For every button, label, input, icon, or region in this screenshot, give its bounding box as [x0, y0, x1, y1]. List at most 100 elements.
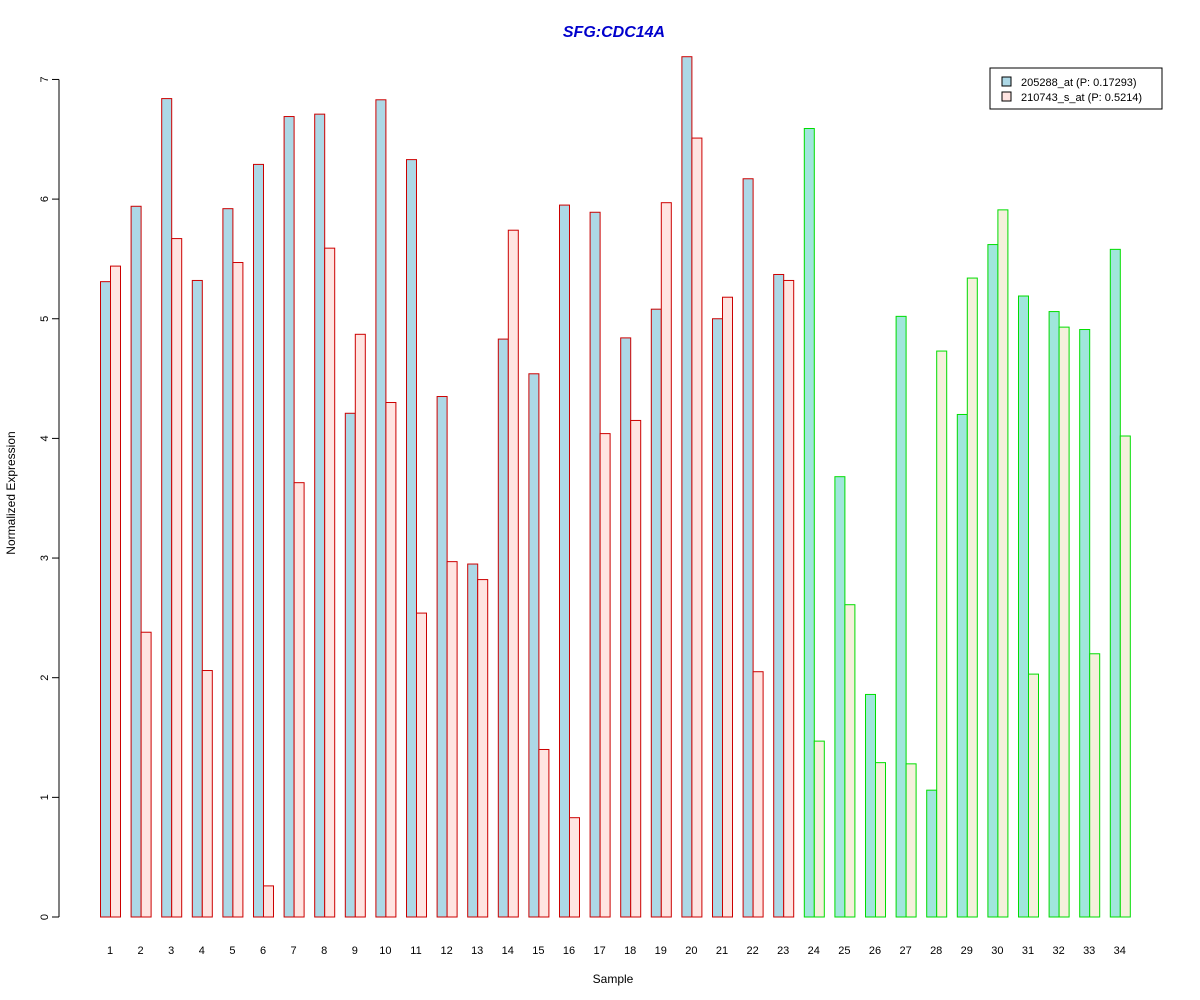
bar-sample-33-series-2: [1089, 653, 1101, 918]
bar-sample-19-series-1: [650, 308, 662, 918]
x-tick-label-34: 34: [1114, 945, 1126, 957]
bar-sample-6-series-1: [253, 163, 264, 918]
bar-sample-6-series-2: [263, 885, 274, 918]
bar-sample-3-series-1: [161, 98, 173, 918]
bar-sample-11-series-1: [406, 159, 417, 918]
bar-sample-30-series-1: [987, 244, 999, 918]
bar-sample-14-series-2: [507, 229, 519, 918]
x-tick-label-18: 18: [624, 945, 636, 957]
bar-sample-32-series-2: [1058, 326, 1070, 918]
bar-sample-25-series-1: [834, 476, 846, 918]
x-tick-label-13: 13: [471, 945, 483, 957]
bar-sample-8-series-2: [324, 247, 336, 918]
x-tick-label-19: 19: [655, 945, 667, 957]
legend: 205288_at (P: 0.17293) 210743_s_at (P: 0…: [989, 67, 1163, 110]
x-tick-label-27: 27: [899, 945, 911, 957]
bar-sample-28-series-2: [936, 350, 948, 918]
x-tick-label-5: 5: [229, 945, 235, 957]
bar-sample-24-series-2: [813, 740, 825, 918]
bar-sample-12-series-2: [446, 561, 458, 918]
y-axis: 0 1 2 3 4 5 6 7: [39, 76, 60, 920]
bar-sample-18-series-1: [620, 337, 632, 918]
y-tick-label-1: 1: [39, 794, 51, 800]
bar-sample-31-series-2: [1028, 673, 1039, 918]
bar-sample-22-series-2: [752, 671, 764, 918]
bar-sample-24-series-1: [803, 128, 815, 918]
bar-sample-17-series-1: [589, 211, 601, 918]
bar-sample-12-series-1: [436, 396, 448, 918]
x-tick-label-16: 16: [563, 945, 575, 957]
bar-sample-5-series-1: [222, 208, 234, 918]
bar-sample-14-series-1: [497, 338, 509, 918]
x-tick-label-1: 1: [107, 945, 113, 957]
x-tick-label-28: 28: [930, 945, 942, 957]
chart-title: SFG:CDC14A: [563, 24, 665, 41]
bar-sample-23-series-2: [783, 279, 795, 918]
bar-sample-15-series-2: [538, 748, 550, 918]
legend-box: [989, 67, 1163, 110]
x-tick-label-8: 8: [321, 945, 327, 957]
bar-sample-16-series-2: [569, 817, 580, 918]
bar-sample-13-series-2: [477, 579, 489, 918]
bar-sample-20-series-2: [691, 137, 703, 918]
bar-sample-2-series-2: [140, 631, 152, 918]
bar-sample-34-series-2: [1119, 435, 1131, 918]
bar-sample-15-series-1: [528, 373, 540, 918]
y-tick-label-2: 2: [39, 675, 51, 681]
x-tick-label-4: 4: [199, 945, 205, 957]
y-tick-label-5: 5: [39, 316, 51, 322]
x-tick-label-7: 7: [291, 945, 297, 957]
bar-sample-25-series-2: [844, 604, 856, 918]
x-tick-label-26: 26: [869, 945, 881, 957]
legend-swatch-series-1: [1001, 76, 1012, 87]
x-tick-label-12: 12: [440, 945, 452, 957]
bar-sample-9-series-1: [344, 412, 356, 918]
bar-sample-34-series-1: [1109, 248, 1121, 918]
x-tick-label-22: 22: [746, 945, 758, 957]
x-tick-label-31: 31: [1022, 945, 1034, 957]
bar-sample-31-series-1: [1018, 295, 1029, 918]
bar-sample-23-series-1: [773, 273, 785, 918]
bar-sample-32-series-1: [1048, 311, 1060, 918]
x-tick-label-14: 14: [502, 945, 514, 957]
x-tick-label-25: 25: [838, 945, 850, 957]
bar-sample-27-series-1: [895, 315, 907, 918]
x-tick-label-11: 11: [410, 945, 421, 957]
x-tick-label-24: 24: [808, 945, 820, 957]
x-axis-label: Sample: [593, 972, 634, 986]
legend-label-series-2: 210743_s_at (P: 0.5214): [1021, 92, 1142, 104]
legend-label-series-1: 205288_at (P: 0.17293): [1021, 77, 1137, 89]
legend-swatch-series-2: [1001, 91, 1012, 102]
y-tick-label-7: 7: [39, 76, 51, 82]
y-tick-label-4: 4: [39, 435, 51, 441]
x-tick-label-23: 23: [777, 945, 789, 957]
bar-sample-27-series-2: [905, 763, 917, 918]
bar-sample-7-series-2: [293, 482, 305, 918]
x-tick-label-30: 30: [991, 945, 1003, 957]
bar-sample-30-series-2: [997, 209, 1009, 918]
x-tick-label-6: 6: [260, 945, 266, 957]
bar-sample-3-series-2: [171, 238, 183, 918]
bar-sample-21-series-2: [722, 296, 733, 918]
bar-sample-5-series-2: [232, 262, 244, 918]
bar-sample-20-series-1: [681, 56, 693, 918]
bar-sample-8-series-1: [314, 113, 326, 918]
bar-sample-22-series-1: [742, 178, 754, 918]
bar-sample-19-series-2: [660, 202, 672, 918]
x-tick-label-21: 21: [716, 945, 728, 957]
x-tick-label-3: 3: [168, 945, 174, 957]
bar-sample-7-series-1: [283, 116, 295, 918]
y-tick-label-0: 0: [39, 914, 51, 920]
bar-sample-16-series-1: [559, 204, 570, 918]
x-tick-label-9: 9: [352, 945, 358, 957]
bars-group: [100, 56, 1131, 918]
bar-sample-13-series-1: [467, 563, 479, 918]
bar-sample-33-series-1: [1079, 329, 1091, 918]
bar-sample-17-series-2: [599, 433, 611, 918]
x-tick-label-33: 33: [1083, 945, 1095, 957]
bar-sample-4-series-2: [201, 670, 213, 918]
bar-sample-29-series-1: [956, 413, 968, 918]
bar-sample-26-series-2: [875, 762, 886, 918]
x-tick-label-17: 17: [593, 945, 605, 957]
